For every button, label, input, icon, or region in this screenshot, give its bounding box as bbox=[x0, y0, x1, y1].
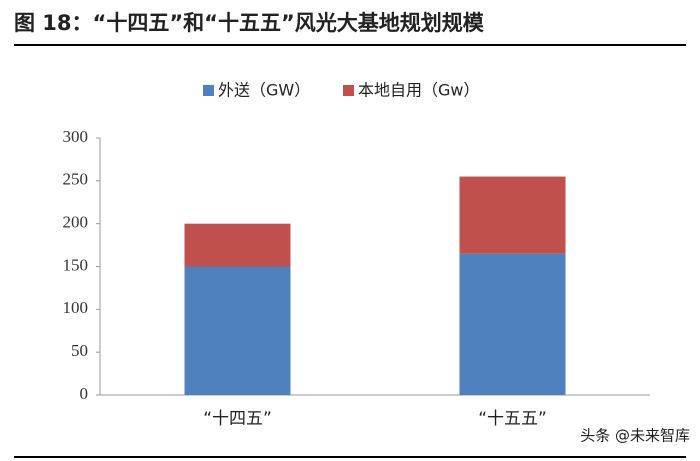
y-tick-label: 200 bbox=[63, 213, 89, 232]
y-tick-label: 300 bbox=[63, 127, 89, 146]
y-tick-label: 0 bbox=[80, 384, 89, 403]
y-tick-label: 150 bbox=[63, 255, 89, 274]
y-tick-label: 100 bbox=[63, 298, 89, 317]
y-tick-label: 250 bbox=[63, 170, 89, 189]
legend-swatch bbox=[203, 85, 214, 96]
bar-segment bbox=[459, 253, 566, 395]
bar-segment bbox=[184, 266, 291, 395]
x-tick-label: “十四五” bbox=[203, 409, 272, 429]
x-tick-label: “十五五” bbox=[478, 409, 547, 429]
legend-label: 本地自用（Gw） bbox=[358, 81, 480, 100]
legend-swatch bbox=[343, 85, 354, 96]
legend-label: 外送（GW） bbox=[218, 81, 310, 100]
y-tick-label: 50 bbox=[71, 341, 88, 360]
chart-title: 图 18：“十四五”和“十五五”风光大基地规划规模 bbox=[14, 11, 485, 35]
watermark: 头条 @未来智库 bbox=[580, 427, 690, 445]
bar-segment bbox=[184, 223, 291, 267]
bar-segment bbox=[459, 176, 566, 254]
